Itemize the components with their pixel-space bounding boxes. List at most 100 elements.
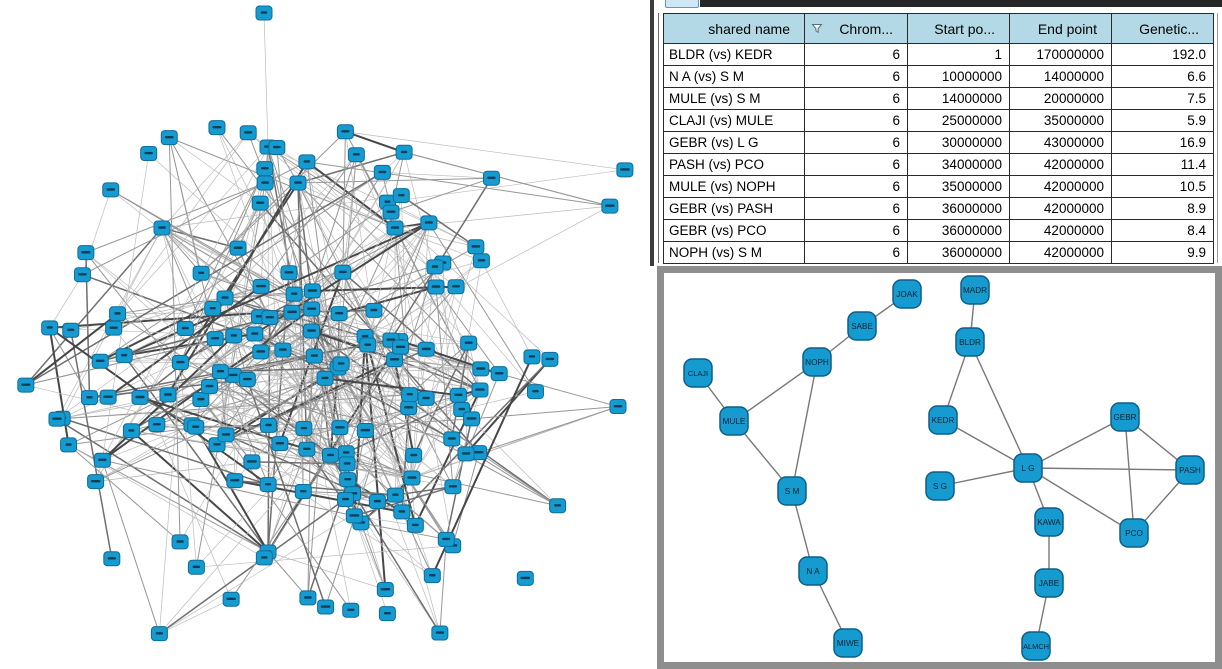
network-node[interactable] bbox=[470, 445, 488, 461]
subnetwork-node-joak[interactable]: JOAK bbox=[892, 279, 922, 309]
value-cell[interactable]: 42000000 bbox=[1009, 241, 1112, 264]
value-cell[interactable]: 6 bbox=[804, 65, 908, 88]
network-node[interactable] bbox=[303, 301, 321, 317]
value-cell[interactable]: 7.5 bbox=[1111, 87, 1214, 110]
table-tab-fragment[interactable] bbox=[665, 0, 699, 8]
network-node[interactable] bbox=[251, 195, 269, 211]
shared-name-cell[interactable]: N A (vs) S M bbox=[663, 65, 805, 88]
value-cell[interactable]: 6 bbox=[804, 219, 908, 242]
shared-name-cell[interactable]: GEBR (vs) PCO bbox=[663, 219, 805, 242]
network-node[interactable] bbox=[274, 342, 292, 358]
network-node[interactable] bbox=[298, 441, 316, 457]
value-cell[interactable]: 42000000 bbox=[1009, 175, 1112, 198]
subnetwork-canvas[interactable]: JOAK MADR SABE NOPH CLAJI BLDR MULE KEDR GEBR L G… bbox=[664, 273, 1215, 662]
subnetwork-edge-l-g-gebr[interactable] bbox=[1027, 416, 1126, 469]
subnetwork-node-mule[interactable]: MULE bbox=[719, 406, 749, 436]
network-node[interactable] bbox=[395, 144, 413, 160]
node-shape[interactable] bbox=[1034, 507, 1064, 537]
network-node[interactable] bbox=[81, 390, 99, 406]
value-cell[interactable]: 11.4 bbox=[1111, 153, 1214, 176]
network-node[interactable] bbox=[541, 351, 559, 367]
network-node[interactable] bbox=[336, 124, 354, 140]
network-node[interactable] bbox=[87, 474, 105, 490]
network-node[interactable] bbox=[526, 384, 544, 400]
network-node[interactable] bbox=[331, 420, 349, 436]
subnetwork-node-claji[interactable]: CLAJI bbox=[683, 358, 713, 388]
subnetwork-edge-bldr-l-g[interactable] bbox=[969, 341, 1029, 469]
subnetwork-node-kawa[interactable]: KAWA bbox=[1034, 507, 1064, 537]
node-shape[interactable] bbox=[928, 405, 958, 435]
network-node[interactable] bbox=[356, 423, 374, 439]
network-node[interactable] bbox=[523, 349, 541, 365]
subnetwork-edge-l-g-pash[interactable] bbox=[1027, 467, 1191, 471]
table-row[interactable]: BLDR (vs) KEDR 6 1 170000000 192.0 bbox=[663, 43, 1214, 66]
network-node[interactable] bbox=[93, 452, 111, 468]
node-shape[interactable] bbox=[777, 476, 807, 506]
value-cell[interactable]: 36000000 bbox=[907, 219, 1010, 242]
network-node[interactable] bbox=[373, 164, 391, 180]
subnetwork-node-s-g[interactable]: S G bbox=[925, 471, 955, 501]
value-cell[interactable]: 8.4 bbox=[1111, 219, 1214, 242]
network-node[interactable] bbox=[285, 286, 303, 302]
network-node[interactable] bbox=[400, 400, 418, 416]
table-row[interactable]: GEBR (vs) PASH 6 36000000 42000000 8.9 bbox=[663, 197, 1214, 220]
table-row[interactable]: GEBR (vs) L G 6 30000000 43000000 16.9 bbox=[663, 131, 1214, 154]
network-node[interactable] bbox=[427, 279, 445, 295]
node-shape[interactable] bbox=[960, 275, 990, 305]
network-node[interactable] bbox=[239, 125, 257, 141]
value-cell[interactable]: 36000000 bbox=[907, 241, 1010, 264]
subnetwork-node-s-m[interactable]: S M bbox=[777, 476, 807, 506]
network-node[interactable] bbox=[268, 139, 286, 155]
network-node[interactable] bbox=[201, 379, 219, 395]
network-node[interactable] bbox=[105, 320, 123, 336]
node-shape[interactable] bbox=[683, 358, 713, 388]
network-node[interactable] bbox=[283, 304, 301, 320]
network-node[interactable] bbox=[187, 419, 205, 435]
value-cell[interactable]: 5.9 bbox=[1111, 109, 1214, 132]
network-node[interactable] bbox=[467, 239, 485, 255]
table-row[interactable]: GEBR (vs) PCO 6 36000000 42000000 8.4 bbox=[663, 219, 1214, 242]
value-cell[interactable]: 170000000 bbox=[1009, 43, 1112, 66]
network-node[interactable] bbox=[616, 162, 634, 178]
network-node[interactable] bbox=[77, 245, 95, 261]
network-node[interactable] bbox=[321, 447, 339, 463]
network-node[interactable] bbox=[252, 344, 270, 360]
network-node[interactable] bbox=[490, 366, 508, 382]
column-header-genetic[interactable]: Genetic... bbox=[1111, 13, 1214, 44]
network-node[interactable] bbox=[271, 436, 289, 452]
network-node[interactable] bbox=[472, 253, 490, 269]
network-node[interactable] bbox=[417, 341, 435, 357]
network-node[interactable] bbox=[243, 454, 261, 470]
network-node[interactable] bbox=[131, 389, 149, 405]
network-node[interactable] bbox=[444, 479, 462, 495]
network-node[interactable] bbox=[338, 456, 356, 472]
network-node[interactable] bbox=[238, 371, 256, 387]
network-node[interactable] bbox=[41, 320, 59, 336]
network-node[interactable] bbox=[406, 517, 424, 533]
value-cell[interactable]: 6 bbox=[804, 87, 908, 110]
value-cell[interactable]: 8.9 bbox=[1111, 197, 1214, 220]
network-node[interactable] bbox=[437, 531, 455, 547]
subnetwork-node-jabe[interactable]: JABE bbox=[1034, 568, 1064, 598]
node-shape[interactable] bbox=[1175, 455, 1205, 485]
network-node[interactable] bbox=[316, 370, 334, 386]
shared-name-cell[interactable]: NOPH (vs) S M bbox=[663, 241, 805, 264]
network-node[interactable] bbox=[549, 498, 567, 514]
subnetwork-node-bldr[interactable]: BLDR bbox=[955, 327, 985, 357]
network-node[interactable] bbox=[330, 306, 348, 322]
subnetwork-node-kedr[interactable]: KEDR bbox=[928, 405, 958, 435]
column-header-end-point[interactable]: End point bbox=[1009, 13, 1112, 44]
network-node[interactable] bbox=[294, 484, 312, 500]
network-node[interactable] bbox=[365, 302, 383, 318]
table-row[interactable]: N A (vs) S M 6 10000000 14000000 6.6 bbox=[663, 65, 1214, 88]
node-shape[interactable] bbox=[1119, 518, 1149, 548]
value-cell[interactable]: 36000000 bbox=[907, 197, 1010, 220]
network-node[interactable] bbox=[153, 220, 171, 236]
main-network-canvas[interactable] bbox=[0, 0, 651, 669]
subnetwork-edge-noph-s-m[interactable] bbox=[791, 361, 818, 492]
network-node[interactable] bbox=[420, 215, 438, 231]
table-row[interactable]: NOPH (vs) S M 6 36000000 42000000 9.9 bbox=[663, 241, 1214, 264]
network-node[interactable] bbox=[260, 417, 278, 433]
network-node[interactable] bbox=[211, 364, 229, 380]
network-node[interactable] bbox=[457, 446, 475, 462]
